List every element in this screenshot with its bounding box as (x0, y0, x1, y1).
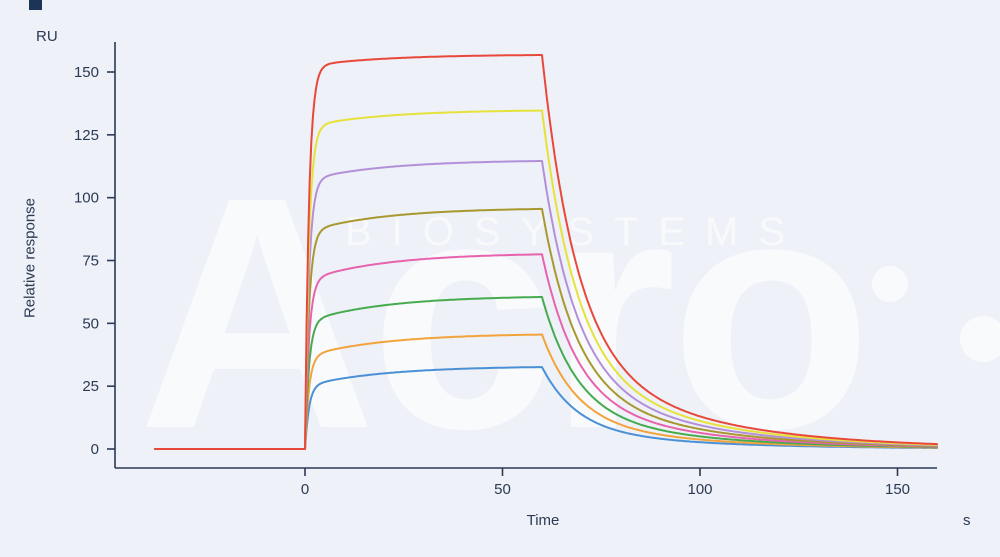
y-tick-label: 75 (82, 253, 99, 270)
x-tick-label: 150 (885, 481, 910, 498)
logo-corner-mark (29, 0, 42, 10)
x-tick-label: 50 (494, 481, 511, 498)
series-curve-concentration-2 (153, 333, 938, 450)
y-tick-label: 150 (74, 64, 99, 81)
series-curve-concentration-6 (153, 160, 938, 450)
y-axis-unit-label: RU (36, 28, 58, 45)
series-curve-concentration-8 (153, 54, 938, 450)
x-tick-label: 100 (687, 481, 712, 498)
y-tick-label: 25 (82, 378, 99, 395)
x-tick-label: 0 (301, 481, 309, 498)
y-tick-label: 125 (74, 127, 99, 144)
x-axis-title: Time (526, 512, 560, 529)
y-tick-label: 0 (91, 441, 99, 458)
y-axis-title: Relative response (21, 197, 39, 319)
y-tick-label: 100 (74, 190, 99, 207)
x-axis-unit-label: s (963, 512, 971, 529)
series-curve-concentration-5 (153, 207, 938, 450)
series-curve-concentration-7 (153, 109, 938, 450)
series-curve-concentration-4 (153, 253, 938, 450)
y-tick-label: 50 (82, 315, 99, 332)
